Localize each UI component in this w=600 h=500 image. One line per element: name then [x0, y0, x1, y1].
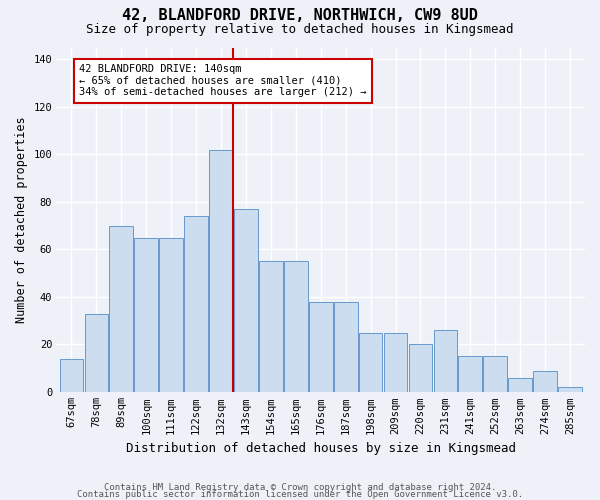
Bar: [533, 370, 557, 392]
Bar: [234, 209, 258, 392]
Bar: [309, 302, 332, 392]
Bar: [383, 332, 407, 392]
Bar: [508, 378, 532, 392]
Bar: [209, 150, 233, 392]
Text: Contains public sector information licensed under the Open Government Licence v3: Contains public sector information licen…: [77, 490, 523, 499]
Bar: [359, 332, 382, 392]
Bar: [558, 387, 582, 392]
Bar: [109, 226, 133, 392]
Text: 42, BLANDFORD DRIVE, NORTHWICH, CW9 8UD: 42, BLANDFORD DRIVE, NORTHWICH, CW9 8UD: [122, 8, 478, 22]
Bar: [184, 216, 208, 392]
Bar: [409, 344, 433, 392]
Bar: [59, 358, 83, 392]
Bar: [85, 314, 108, 392]
Bar: [434, 330, 457, 392]
Bar: [160, 238, 183, 392]
X-axis label: Distribution of detached houses by size in Kingsmead: Distribution of detached houses by size …: [126, 442, 516, 455]
Text: 42 BLANDFORD DRIVE: 140sqm
← 65% of detached houses are smaller (410)
34% of sem: 42 BLANDFORD DRIVE: 140sqm ← 65% of deta…: [79, 64, 367, 98]
Bar: [259, 262, 283, 392]
Bar: [334, 302, 358, 392]
Bar: [458, 356, 482, 392]
Y-axis label: Number of detached properties: Number of detached properties: [15, 116, 28, 323]
Bar: [484, 356, 507, 392]
Text: Size of property relative to detached houses in Kingsmead: Size of property relative to detached ho…: [86, 22, 514, 36]
Text: Contains HM Land Registry data © Crown copyright and database right 2024.: Contains HM Land Registry data © Crown c…: [104, 484, 496, 492]
Bar: [284, 262, 308, 392]
Bar: [134, 238, 158, 392]
